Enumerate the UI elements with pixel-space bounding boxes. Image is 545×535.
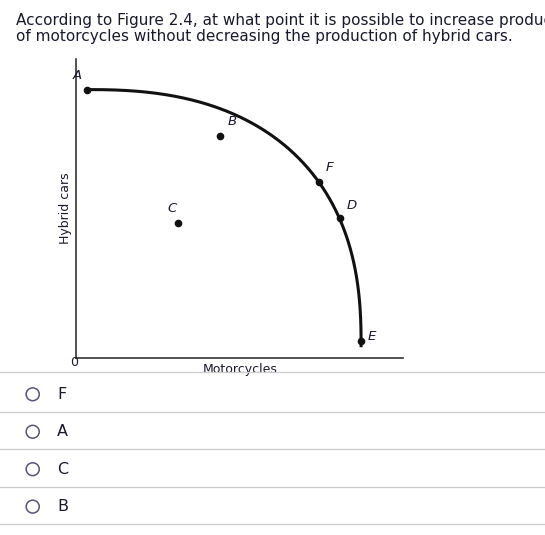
Text: C: C <box>57 462 68 477</box>
Text: F: F <box>326 161 334 174</box>
Text: According to Figure 2.4, at what point it is possible to increase production: According to Figure 2.4, at what point i… <box>16 13 545 28</box>
Text: C: C <box>168 202 177 215</box>
Text: of motorcycles without decreasing the production of hybrid cars.: of motorcycles without decreasing the pr… <box>16 29 513 44</box>
X-axis label: Motorcycles: Motorcycles <box>202 363 277 376</box>
Text: D: D <box>347 200 358 212</box>
Text: F: F <box>57 387 66 402</box>
Text: B: B <box>57 499 68 514</box>
Text: A: A <box>73 69 82 82</box>
Y-axis label: Hybrid cars: Hybrid cars <box>59 173 72 244</box>
Text: A: A <box>57 424 68 439</box>
Text: E: E <box>368 330 377 343</box>
Text: 0: 0 <box>70 356 78 369</box>
Text: B: B <box>227 115 237 128</box>
